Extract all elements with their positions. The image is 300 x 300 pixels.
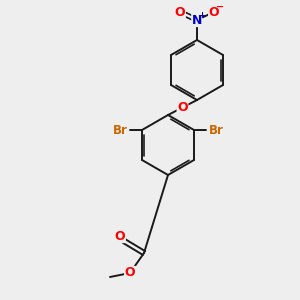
Text: Br: Br — [112, 124, 128, 136]
Text: Br: Br — [208, 124, 224, 136]
Text: O: O — [115, 230, 125, 242]
Text: O: O — [175, 5, 185, 19]
Text: −: − — [216, 2, 224, 12]
Text: O: O — [177, 101, 188, 114]
Text: N: N — [192, 14, 202, 26]
Text: O: O — [209, 5, 219, 19]
Text: O: O — [125, 266, 135, 280]
Text: +: + — [199, 11, 206, 20]
